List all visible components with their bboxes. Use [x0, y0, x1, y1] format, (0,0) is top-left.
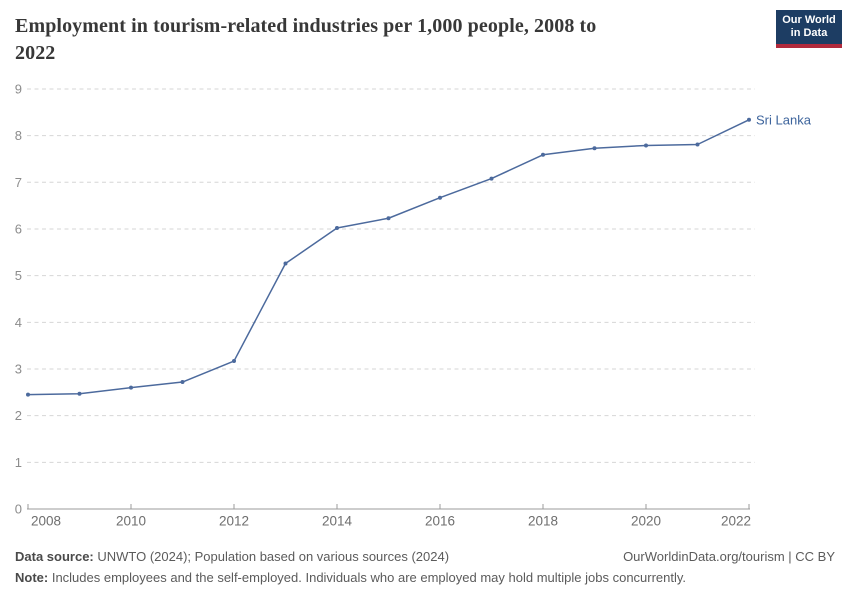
x-tick-label: 2018: [528, 514, 558, 529]
page-title: Employment in tourism-related industries…: [15, 13, 760, 67]
data-point[interactable]: [180, 380, 185, 385]
footer-row-1: Data source: UNWTO (2024); Population ba…: [15, 546, 835, 567]
x-tick-label: 2016: [425, 514, 455, 529]
y-tick-label: 2: [15, 408, 22, 423]
x-tick-label: 2014: [322, 514, 353, 529]
rights-link[interactable]: OurWorldinData.org/tourism | CC BY: [623, 549, 835, 564]
page-title-line2: 2022: [15, 42, 56, 64]
data-point[interactable]: [232, 359, 236, 364]
y-tick-label: 3: [15, 361, 22, 376]
x-tick-label: 2008: [31, 514, 61, 529]
data-point[interactable]: [695, 142, 700, 147]
y-tick-label: 5: [15, 268, 22, 283]
data-source-line: Data source: UNWTO (2024); Population ba…: [15, 546, 449, 567]
data-point[interactable]: [129, 385, 133, 390]
y-tick-label: 4: [15, 315, 22, 330]
x-tick-label: 2010: [116, 514, 146, 529]
y-tick-label: 8: [15, 128, 22, 143]
data-source-text: UNWTO (2024); Population based on variou…: [93, 549, 450, 564]
y-tick-label: 7: [15, 175, 22, 190]
y-tick-label: 1: [15, 455, 22, 470]
note-line: Note: Includes employees and the self-em…: [15, 567, 835, 588]
data-point[interactable]: [77, 391, 82, 396]
data-point[interactable]: [644, 143, 648, 148]
x-tick-label: 2022: [721, 514, 751, 529]
series-line[interactable]: [27, 119, 750, 396]
data-source-label: Data source:: [15, 549, 94, 564]
data-point[interactable]: [438, 195, 442, 200]
series-end-label: Sri Lanka: [756, 112, 812, 127]
note-label: Note:: [15, 570, 49, 585]
data-point[interactable]: [541, 152, 545, 157]
data-point[interactable]: [26, 392, 30, 397]
owid-logo-line2: in Data: [790, 27, 828, 39]
y-tick-label: 6: [15, 221, 22, 236]
data-point[interactable]: [489, 176, 494, 181]
data-point[interactable]: [283, 261, 288, 266]
x-tick-label: 2020: [631, 514, 661, 529]
y-tick-label: 9: [15, 81, 22, 96]
owid-logo-line1: Our World: [782, 14, 836, 26]
note-text: Includes employees and the self-employed…: [48, 570, 687, 585]
page-title-line1: Employment in tourism-related industries…: [15, 15, 597, 37]
data-point[interactable]: [592, 146, 597, 151]
y-tick-label: 0: [15, 502, 22, 517]
data-point[interactable]: [747, 117, 751, 122]
data-point[interactable]: [335, 226, 339, 231]
data-point[interactable]: [386, 216, 391, 221]
chart-footer: Data source: UNWTO (2024); Population ba…: [15, 546, 835, 588]
owid-logo[interactable]: Our World in Data: [776, 10, 842, 48]
x-tick-label: 2012: [219, 514, 249, 529]
